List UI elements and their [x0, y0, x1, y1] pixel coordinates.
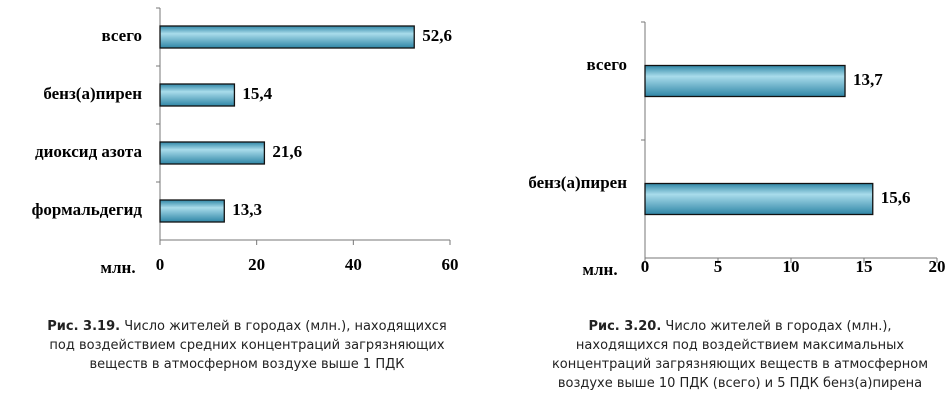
x-tick-label: 60: [442, 255, 459, 274]
value-label: 15,6: [881, 188, 911, 207]
bar: [159, 83, 236, 107]
caption-line: веществ в атмосферном воздухе выше 1 ПДК: [90, 357, 405, 372]
x-tick-label: 0: [641, 257, 650, 276]
caption-text: под воздействием средних концентраций за…: [49, 338, 444, 353]
value-label: 21,6: [272, 142, 302, 161]
x-tick-label: 20: [248, 255, 265, 274]
category-label: диоксид азота: [35, 142, 143, 161]
x-tick-label: 15: [856, 257, 873, 276]
x-axis-label: млн.: [100, 258, 135, 277]
x-tick-label: 10: [783, 257, 800, 276]
figure-number: Рис. 3.19.: [47, 319, 120, 334]
bar: [159, 141, 266, 165]
value-label: 52,6: [422, 26, 452, 45]
category-label: бенз(а)пирен: [43, 84, 142, 103]
figure-number: Рис. 3.20.: [588, 319, 661, 334]
x-tick-label: 5: [714, 257, 723, 276]
category-label: всего: [587, 55, 627, 74]
bar: [159, 199, 225, 223]
bar: [159, 25, 415, 49]
caption-text: веществ в атмосферном воздухе выше 1 ПДК: [90, 357, 405, 372]
caption-text: Число жителей в городах (млн.), находящи…: [124, 319, 447, 334]
caption-line: воздухе выше 10 ПДК (всего) и 5 ПДК бенз…: [558, 376, 922, 391]
bar: [644, 64, 846, 98]
x-tick-label: 0: [156, 255, 165, 274]
caption-line: под воздействием средних концентраций за…: [49, 338, 444, 353]
x-tick-label: 40: [345, 255, 362, 274]
x-axis-label: млн.: [582, 260, 617, 279]
bar: [644, 182, 874, 216]
caption-line: Рис. 3.20. Число жителей в городах (млн.…: [588, 319, 891, 334]
caption-line: Рис. 3.19. Число жителей в городах (млн.…: [47, 319, 447, 334]
caption-text: Число жителей в городах (млн.),: [665, 319, 891, 334]
x-tick-label: 20: [929, 257, 946, 276]
value-label: 13,7: [853, 70, 883, 89]
caption-line: концентраций загрязняющих веществ в атмо…: [552, 357, 928, 372]
category-label: бенз(а)пирен: [528, 173, 627, 192]
caption-text: находящихся под воздействием максимальны…: [576, 338, 904, 353]
value-label: 15,4: [242, 84, 272, 103]
category-label: формальдегид: [32, 200, 143, 219]
category-label: всего: [102, 26, 142, 45]
value-label: 13,3: [232, 200, 262, 219]
caption-line: находящихся под воздействием максимальны…: [576, 338, 904, 353]
caption-text: концентраций загрязняющих веществ в атмо…: [552, 357, 928, 372]
caption-text: воздухе выше 10 ПДК (всего) и 5 ПДК бенз…: [558, 376, 922, 391]
